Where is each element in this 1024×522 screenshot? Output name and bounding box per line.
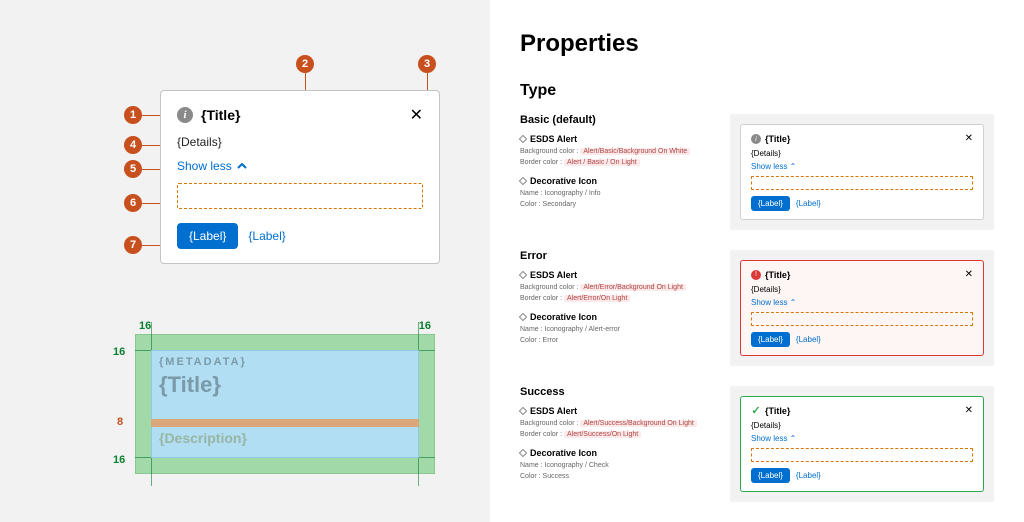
title-placeholder: {Title}	[159, 372, 221, 398]
spec-kv: Background color : Alert/Success/Backgro…	[520, 419, 710, 430]
mini-content-slot	[751, 448, 973, 462]
spacing-label: 16	[113, 454, 125, 466]
content-slot	[177, 183, 423, 209]
chevron-up-icon	[236, 161, 248, 171]
spec-block-title: Decorative Icon	[520, 448, 710, 458]
diamond-icon	[519, 407, 527, 415]
callout-7: 7	[124, 236, 142, 254]
spacing-diagram: 16 16 {METADATA} {Title} {Description} 1…	[135, 320, 435, 474]
gap-band	[151, 419, 419, 427]
variant-name: Success	[520, 386, 710, 398]
type-spec: Basic (default) ESDS Alert Background co…	[520, 114, 710, 218]
close-icon[interactable]: ✕	[965, 133, 973, 144]
mini-secondary-button[interactable]: {Label}	[796, 199, 821, 208]
spec-kv: Color : Success	[520, 472, 710, 483]
mini-status-icon: ✓	[751, 406, 761, 416]
diagram-panel: 1 2 3 4 5 6 7 i {Title} ✕ {Details} Show…	[0, 0, 490, 522]
mini-show-less[interactable]: Show less ⌃	[751, 162, 973, 171]
close-icon[interactable]: ✕	[965, 269, 973, 280]
spec-kv: Border color : Alert / Basic / On Light	[520, 158, 710, 169]
diamond-icon	[519, 313, 527, 321]
diamond-icon	[519, 449, 527, 457]
close-icon[interactable]: ✕	[410, 105, 423, 125]
spec-kv: Border color : Alert/Success/On Light	[520, 430, 710, 441]
spec-block-title: ESDS Alert	[520, 134, 710, 144]
metadata-placeholder: {METADATA}	[159, 356, 247, 368]
mini-content-slot	[751, 312, 973, 326]
mini-secondary-button[interactable]: {Label}	[796, 471, 821, 480]
variant-name: Error	[520, 250, 710, 262]
spec-block-title: ESDS Alert	[520, 270, 710, 280]
mini-primary-button[interactable]: {Label}	[751, 196, 790, 211]
secondary-button[interactable]: {Label}	[248, 229, 285, 243]
mini-show-less[interactable]: Show less ⌃	[751, 434, 973, 443]
callout-line	[142, 145, 162, 146]
mini-alert-basic: i {Title} ✕ {Details} Show less ⌃ {Label…	[740, 124, 984, 220]
spec-block-title: Decorative Icon	[520, 176, 710, 186]
callout-line	[142, 169, 162, 170]
callout-5: 5	[124, 160, 142, 178]
mini-content-slot	[751, 176, 973, 190]
callout-4: 4	[124, 136, 142, 154]
type-spec: Error ESDS Alert Background color : Aler…	[520, 250, 710, 354]
diamond-icon	[519, 271, 527, 279]
mini-preview-wrap: ✓ {Title} ✕ {Details} Show less ⌃ {Label…	[730, 386, 994, 502]
mini-preview-wrap: i {Title} ✕ {Details} Show less ⌃ {Label…	[730, 114, 994, 230]
mini-secondary-button[interactable]: {Label}	[796, 335, 821, 344]
spec-kv: Color : Error	[520, 336, 710, 347]
panel-title: Properties	[520, 30, 994, 58]
section-title: Type	[520, 82, 994, 100]
mini-alert-error: ! {Title} ✕ {Details} Show less ⌃ {Label…	[740, 260, 984, 356]
mini-preview-wrap: ! {Title} ✕ {Details} Show less ⌃ {Label…	[730, 250, 994, 366]
callout-1: 1	[124, 106, 142, 124]
spec-block-title: Decorative Icon	[520, 312, 710, 322]
mini-details: {Details}	[751, 149, 973, 158]
properties-panel: Properties Type Basic (default) ESDS Ale…	[490, 0, 1024, 522]
spec-kv: Name : Iconography / Check	[520, 461, 710, 472]
variant-name: Basic (default)	[520, 114, 710, 126]
mini-primary-button[interactable]: {Label}	[751, 468, 790, 483]
callout-line	[142, 245, 162, 246]
spec-kv: Background color : Alert/Error/Backgroun…	[520, 283, 710, 294]
spec-kv: Border color : Alert/Error/On Light	[520, 294, 710, 305]
mini-details: {Details}	[751, 421, 973, 430]
callout-6: 6	[124, 194, 142, 212]
show-less-toggle[interactable]: Show less	[177, 159, 423, 173]
spec-block-title: ESDS Alert	[520, 406, 710, 416]
description-placeholder: {Description}	[159, 430, 247, 446]
diamond-icon	[519, 135, 527, 143]
mini-details: {Details}	[751, 285, 973, 294]
spacing-label: 16	[419, 320, 431, 332]
close-icon[interactable]: ✕	[965, 405, 973, 416]
spacing-label: 16	[139, 320, 151, 332]
spec-kv: Color : Secondary	[520, 200, 710, 211]
mini-title: {Title}	[765, 134, 790, 144]
spacing-label: 16	[113, 346, 125, 358]
mini-primary-button[interactable]: {Label}	[751, 332, 790, 347]
alert-title: {Title}	[201, 107, 240, 123]
alert-card: i {Title} ✕ {Details} Show less {Label} …	[160, 90, 440, 264]
mini-title: {Title}	[765, 270, 790, 280]
spec-kv: Name : Iconography / Alert-error	[520, 325, 710, 336]
info-icon: i	[177, 107, 193, 123]
alert-details: {Details}	[177, 135, 423, 149]
spec-kv: Name : Iconography / Info	[520, 189, 710, 200]
spacing-label: 8	[117, 416, 123, 428]
callout-line	[142, 203, 162, 204]
type-row: Basic (default) ESDS Alert Background co…	[520, 114, 994, 230]
type-row: Success ESDS Alert Background color : Al…	[520, 386, 994, 502]
mini-status-icon: i	[751, 134, 761, 144]
mini-show-less[interactable]: Show less ⌃	[751, 298, 973, 307]
diamond-icon	[519, 177, 527, 185]
callout-3: 3	[418, 55, 436, 73]
callout-line	[142, 115, 162, 116]
mini-title: {Title}	[765, 406, 790, 416]
type-spec: Success ESDS Alert Background color : Al…	[520, 386, 710, 490]
primary-button[interactable]: {Label}	[177, 223, 238, 249]
type-row: Error ESDS Alert Background color : Aler…	[520, 250, 994, 366]
mini-alert-success: ✓ {Title} ✕ {Details} Show less ⌃ {Label…	[740, 396, 984, 492]
callout-2: 2	[296, 55, 314, 73]
spec-kv: Background color : Alert/Basic/Backgroun…	[520, 147, 710, 158]
mini-status-icon: !	[751, 270, 761, 280]
